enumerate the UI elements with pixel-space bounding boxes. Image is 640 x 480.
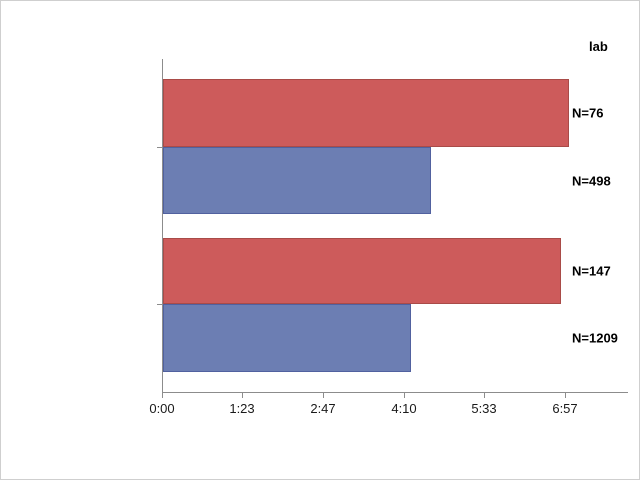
bar-n-label: N=498 [572,173,611,188]
bar-n-label: N=76 [572,105,604,121]
bar-red-group2[interactable] [163,238,561,304]
bar-n-label: N=1209 [572,330,618,346]
right-column-header: lab [589,39,608,54]
bar-red-group1[interactable] [163,79,569,147]
x-axis-tick-label: 5:33 [471,401,497,416]
x-axis-tick-label: 0:00 [149,401,175,416]
x-axis-tick [404,393,405,398]
x-axis-tick [323,393,324,398]
x-axis-tick-label: 4:10 [391,401,417,416]
bar-blue-group1[interactable] [163,147,431,214]
y-axis-line [162,59,163,393]
y-axis-tick [157,304,162,305]
x-axis-tick-label: 1:23 [229,401,255,416]
x-axis-tick [484,393,485,398]
x-axis-tick-label: 6:57 [552,401,578,416]
bar-blue-group2[interactable] [163,304,411,372]
x-axis-tick-label: 2:47 [310,401,336,416]
x-axis-tick [565,393,566,398]
x-axis-tick [162,393,163,398]
y-axis-tick [157,147,162,148]
x-axis-line [162,392,628,393]
bar-n-label: N=147 [572,263,611,279]
x-axis-tick [242,393,243,398]
